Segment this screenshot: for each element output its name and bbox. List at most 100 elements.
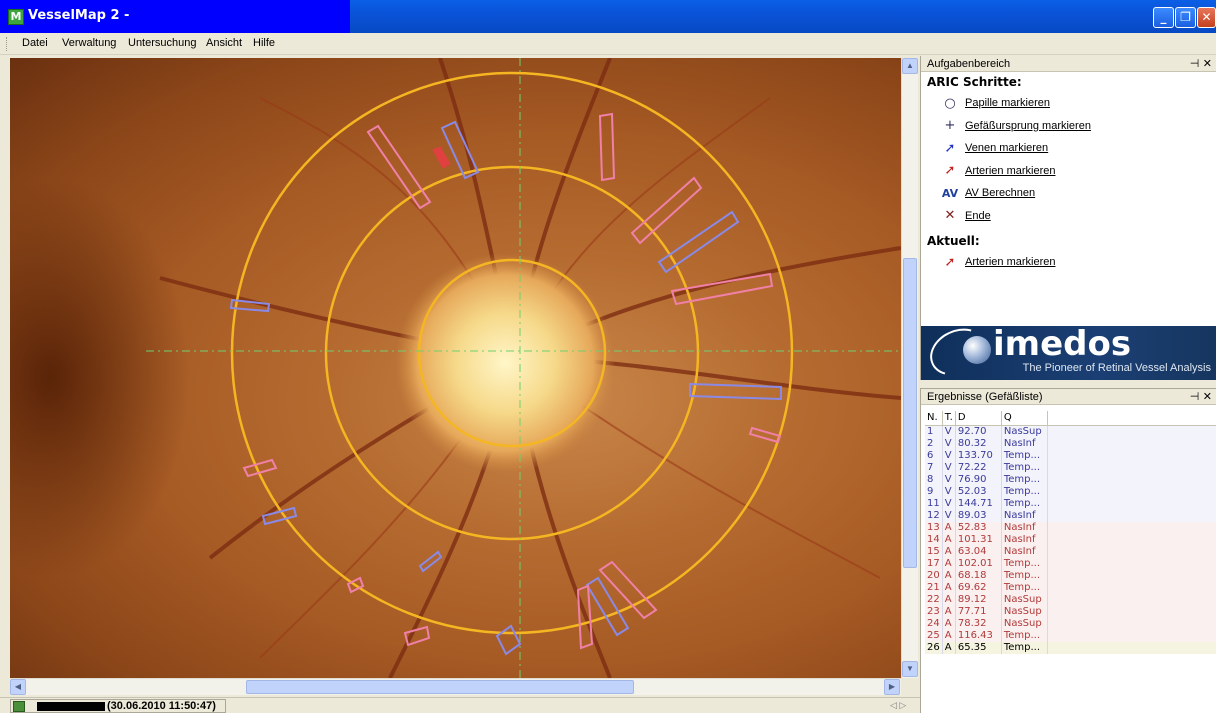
- cell-d: 69.62: [955, 582, 1002, 595]
- title-bar[interactable]: M VesselMap 2 - _ ❐ ✕: [0, 0, 1216, 33]
- col-header-t[interactable]: T.: [942, 411, 956, 426]
- table-row[interactable]: 24 A 78.32 NasSup: [925, 618, 1216, 631]
- fundus-overlay[interactable]: [10, 58, 901, 678]
- aric-step-label[interactable]: Gefäßursprung markieren: [965, 119, 1091, 132]
- aric-step-label[interactable]: Papille markieren: [965, 97, 1050, 110]
- table-row[interactable]: 8 V 76.90 Temp...: [925, 473, 1216, 486]
- vein-marker[interactable]: [229, 298, 271, 313]
- vein-marker[interactable]: [261, 506, 298, 526]
- cell-n: 14: [925, 533, 943, 546]
- vertical-scrollbar[interactable]: ▲ ▼: [901, 58, 918, 678]
- artery-marker[interactable]: [346, 576, 365, 594]
- aric-step-label[interactable]: Venen markieren: [965, 142, 1049, 155]
- table-row[interactable]: 22 A 89.12 NasSup: [925, 594, 1216, 607]
- toolbar-grip[interactable]: [6, 37, 9, 51]
- pin-icon[interactable]: ⊣: [1189, 57, 1200, 70]
- table-row[interactable]: 21 A 69.62 Temp...: [925, 582, 1216, 595]
- fundus-image-view[interactable]: [10, 58, 901, 678]
- col-header-n[interactable]: N.: [925, 411, 943, 426]
- table-row[interactable]: 7 V 72.22 Temp...: [925, 461, 1216, 474]
- active-artery-marker[interactable]: [432, 146, 451, 169]
- cell-d: 92.70: [955, 425, 1002, 438]
- current-step: ➚ Arterien markieren: [921, 251, 1216, 274]
- vein-marker[interactable]: [495, 624, 522, 656]
- cell-q: Temp...: [1001, 642, 1048, 655]
- artery-marker[interactable]: [576, 584, 594, 650]
- close-icon[interactable]: ✕: [1202, 390, 1212, 403]
- aric-step-item[interactable]: ○ Papille markieren: [921, 92, 1216, 115]
- vein-marker[interactable]: [418, 550, 443, 573]
- aric-step-item[interactable]: AV AV Berechnen: [921, 182, 1216, 205]
- cell-t: V: [942, 449, 956, 462]
- table-row[interactable]: 25 A 116.43 Temp...: [925, 630, 1216, 643]
- aric-step-label[interactable]: AV Berechnen: [965, 187, 1036, 200]
- artery-brush-icon: ➚: [944, 163, 956, 179]
- artery-marker[interactable]: [630, 176, 703, 245]
- horizontal-scrollbar[interactable]: ◀ ▶: [10, 678, 901, 695]
- table-row[interactable]: 14 A 101.31 NasInf: [925, 533, 1216, 546]
- results-table[interactable]: N. T. D Q 1 V 92.70 NasSup 2 V 80.32 NasInf 6 V 13…: [925, 411, 1216, 655]
- scroll-right-button[interactable]: ▶: [884, 679, 900, 695]
- menu-datei[interactable]: Datei: [22, 37, 48, 49]
- table-row[interactable]: 23 A 77.71 NasSup: [925, 606, 1216, 619]
- current-step-item[interactable]: ➚ Arterien markieren: [921, 251, 1216, 274]
- artery-markers[interactable]: [242, 112, 782, 650]
- table-row[interactable]: 12 V 89.03 NasInf: [925, 509, 1216, 522]
- aric-step-item[interactable]: ➚ Arterien markieren: [921, 160, 1216, 183]
- pin-icon[interactable]: ⊣: [1189, 390, 1200, 403]
- artery-marker[interactable]: [366, 124, 432, 210]
- table-row[interactable]: 9 V 52.03 Temp...: [925, 485, 1216, 498]
- table-row[interactable]: 15 A 63.04 NasInf: [925, 545, 1216, 558]
- vertical-scroll-thumb[interactable]: [903, 258, 917, 568]
- horizontal-scroll-thumb[interactable]: [246, 680, 634, 694]
- artery-marker[interactable]: [598, 560, 658, 620]
- artery-marker[interactable]: [242, 458, 278, 478]
- restore-button[interactable]: ❐: [1175, 7, 1196, 28]
- scroll-down-button[interactable]: ▼: [902, 661, 918, 677]
- aric-step-item[interactable]: ✕ Ende: [921, 205, 1216, 228]
- task-pane-controls[interactable]: ⊣ ✕: [1190, 57, 1212, 70]
- table-row[interactable]: 26 A 65.35 Temp...: [925, 642, 1216, 655]
- table-row[interactable]: 13 A 52.83 NasInf: [925, 521, 1216, 534]
- inner-ring[interactable]: [417, 258, 607, 448]
- cell-d: 133.70: [955, 449, 1002, 462]
- aric-step-item[interactable]: + Gefäßursprung markieren: [921, 115, 1216, 138]
- artery-marker[interactable]: [748, 426, 782, 444]
- aric-step-label[interactable]: Arterien markieren: [965, 164, 1056, 177]
- close-button[interactable]: ✕: [1197, 7, 1216, 28]
- status-nav-arrows[interactable]: ◁ ▷: [890, 700, 907, 710]
- minimize-button[interactable]: _: [1153, 7, 1174, 28]
- menu-ansicht[interactable]: Ansicht: [206, 37, 243, 49]
- close-icon[interactable]: ✕: [1202, 57, 1212, 70]
- artery-marker[interactable]: [670, 272, 774, 306]
- aric-step-item[interactable]: ➚ Venen markieren: [921, 137, 1216, 160]
- scroll-left-button[interactable]: ◀: [10, 679, 26, 695]
- menu-verwaltung[interactable]: Verwaltung: [62, 37, 117, 49]
- cell-d: 116.43: [955, 630, 1002, 643]
- table-row[interactable]: 11 V 144.71 Temp...: [925, 497, 1216, 510]
- current-step-label[interactable]: Arterien markieren: [965, 256, 1056, 269]
- artery-marker[interactable]: [403, 625, 431, 647]
- table-row[interactable]: 1 V 92.70 NasSup: [925, 425, 1216, 438]
- outer-ring[interactable]: [230, 71, 794, 635]
- vein-marker[interactable]: [585, 576, 630, 637]
- vesselmap-app-icon[interactable]: M: [8, 9, 24, 25]
- menu-hilfe[interactable]: Hilfe: [253, 37, 276, 49]
- results-pane-controls[interactable]: ⊣ ✕: [1190, 390, 1212, 403]
- table-row[interactable]: 6 V 133.70 Temp...: [925, 449, 1216, 462]
- table-row[interactable]: 17 A 102.01 Temp...: [925, 557, 1216, 571]
- scroll-up-button[interactable]: ▲: [902, 58, 918, 74]
- menu-untersuchung[interactable]: Untersuchung: [128, 37, 197, 49]
- aric-step-label[interactable]: Ende: [965, 209, 991, 222]
- vein-marker[interactable]: [657, 210, 740, 274]
- vein-marker[interactable]: [440, 120, 480, 180]
- vein-markers[interactable]: [229, 120, 782, 656]
- vein-marker[interactable]: [689, 382, 782, 401]
- middle-ring[interactable]: [324, 165, 700, 541]
- table-row[interactable]: 2 V 80.32 NasInf: [925, 437, 1216, 450]
- col-header-q[interactable]: Q: [1001, 411, 1048, 426]
- col-header-d[interactable]: D: [955, 411, 1002, 426]
- artery-marker[interactable]: [598, 112, 616, 182]
- cell-d: 89.03: [955, 509, 1002, 522]
- table-row[interactable]: 20 A 68.18 Temp...: [925, 570, 1216, 583]
